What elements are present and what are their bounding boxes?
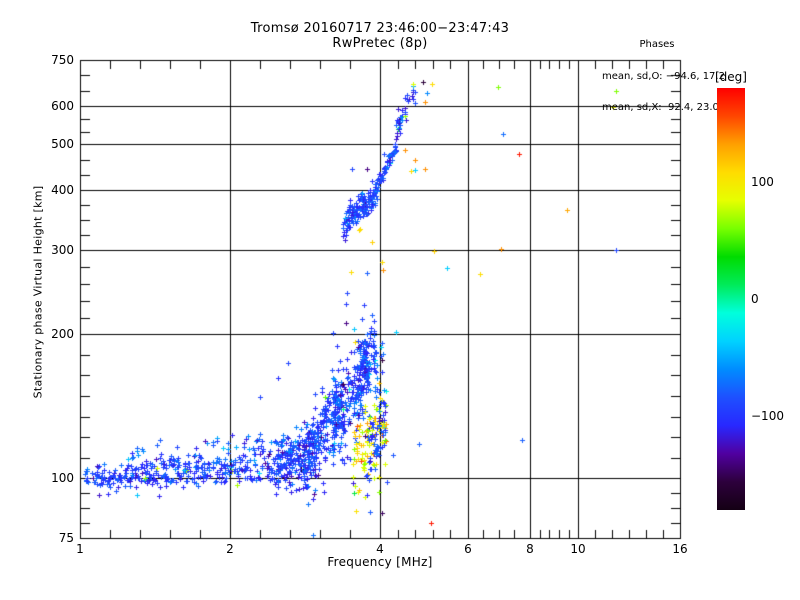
x-tick-label: 16 — [672, 542, 688, 556]
colorbar-label: [deg] — [715, 70, 747, 84]
colorbar-tick-label: 100 — [751, 175, 774, 189]
plot-subtitle: RwPretec (8p) — [332, 36, 428, 51]
y-tick-label: 400 — [51, 183, 74, 197]
x-tick-label: 6 — [464, 542, 472, 556]
phase-stats-header: Phases — [639, 39, 675, 50]
y-tick-label: 600 — [51, 99, 74, 113]
x-tick-label: 2 — [226, 542, 234, 556]
phase-stats-block: Phases mean, sd,O: −94.6, 17.2 mean, sd,… — [602, 19, 762, 135]
x-tick-label: 10 — [570, 542, 586, 556]
colorbar-tick-label: −100 — [751, 409, 784, 423]
y-tick-label: 750 — [51, 53, 74, 67]
colorbar-tick-label: 0 — [751, 292, 759, 306]
x-tick-label: 4 — [376, 542, 384, 556]
x-tick-label: 8 — [526, 542, 534, 556]
y-axis-label: Stationary phase Virtual Height [km] — [31, 185, 45, 399]
colorbar — [717, 88, 745, 510]
x-axis-label: Frequency [MHz] — [327, 555, 433, 569]
phase-stats-o-mode: mean, sd,O: −94.6, 17.2 — [602, 70, 725, 82]
y-tick-label: 200 — [51, 327, 74, 341]
y-tick-label: 500 — [51, 137, 74, 151]
y-tick-label: 100 — [51, 471, 74, 485]
y-tick-label: 300 — [51, 243, 74, 257]
x-tick-label: 1 — [76, 542, 84, 556]
y-tick-label: 75 — [58, 531, 74, 545]
plot-title: Tromsø 20160717 23:46:00−23:47:43 — [250, 21, 510, 36]
phase-stats-x-mode: mean, sd,X: 92.4, 23.0 — [602, 102, 719, 113]
